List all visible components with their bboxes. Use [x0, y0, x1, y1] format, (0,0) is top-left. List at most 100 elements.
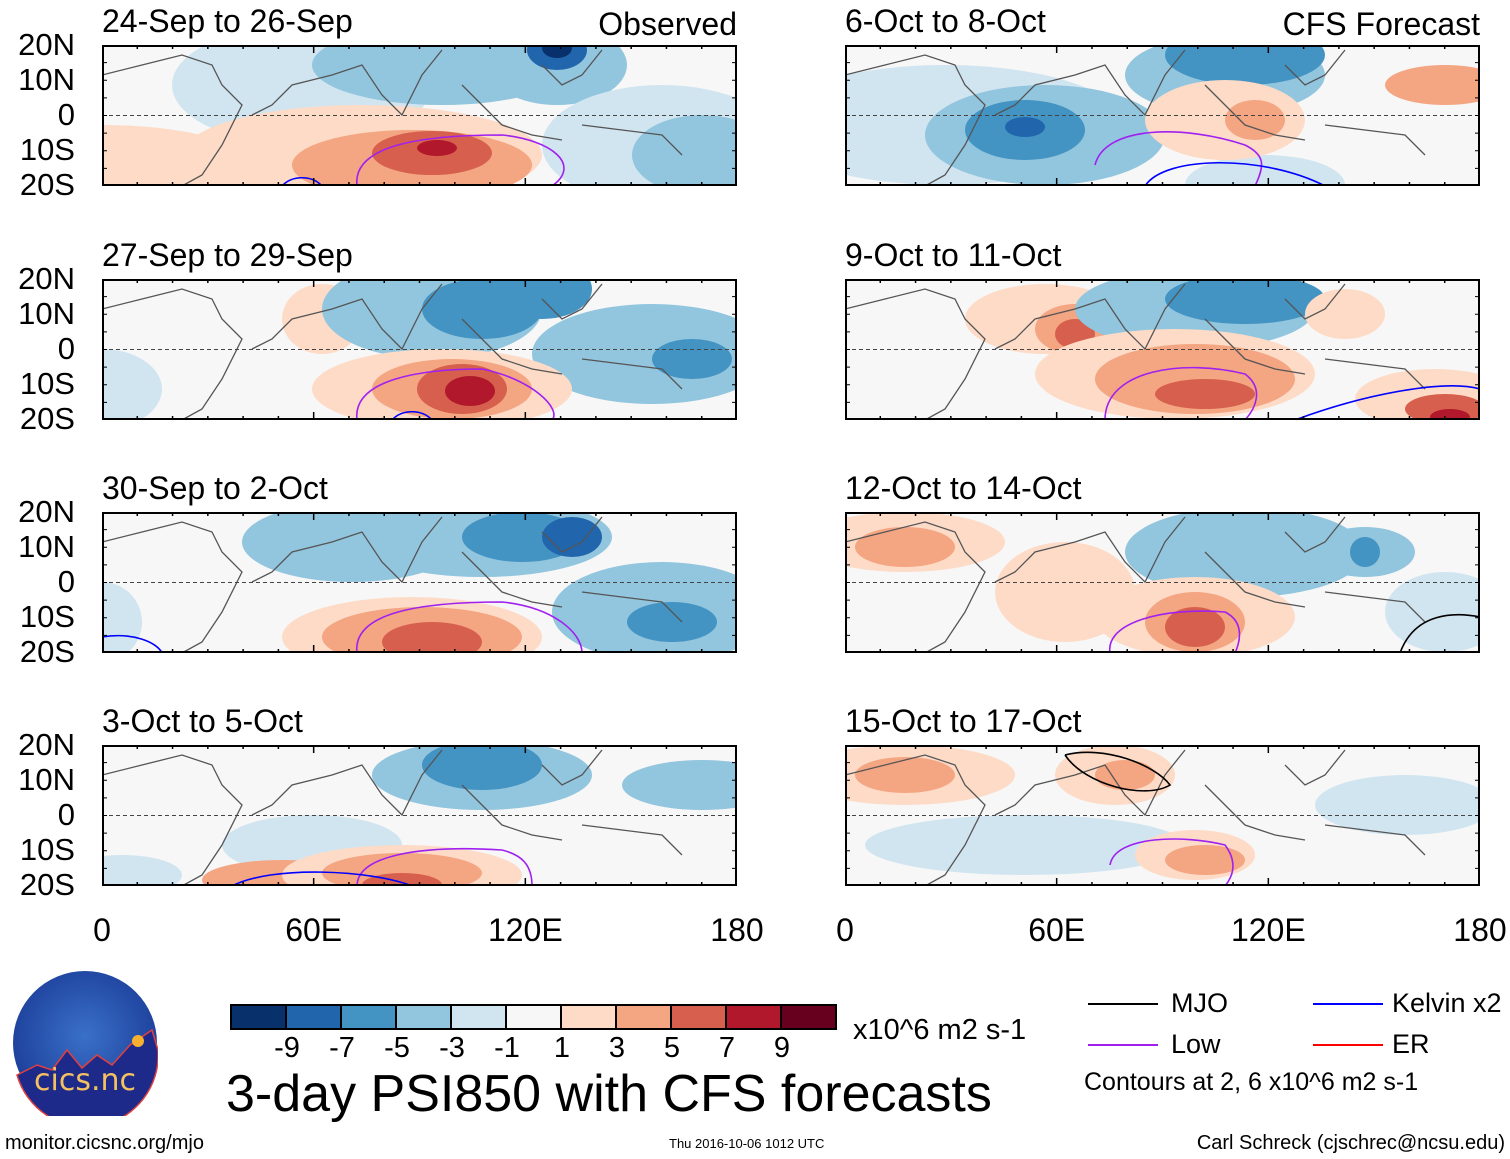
anomaly-region: [362, 873, 442, 886]
panel-source-label: Observed: [598, 6, 737, 42]
colorbar-swatch: [342, 1006, 397, 1028]
coastline: [102, 516, 683, 653]
longitude-label: 180: [710, 912, 764, 948]
longitude-label: 0: [836, 912, 854, 948]
colorbar-tick-label: -3: [439, 1032, 465, 1064]
latitude-label: 10N: [18, 762, 75, 797]
anomaly-region: [1350, 537, 1380, 567]
footer-credit: Carl Schreck (cjschrec@ncsu.edu): [1196, 1132, 1505, 1154]
wave-contour: [1144, 162, 1326, 186]
wave-contour: [231, 871, 413, 886]
colorbar-tick-label: 7: [718, 1032, 736, 1064]
latitude-label: 0: [57, 97, 75, 132]
colorbar-tick-label: 9: [773, 1032, 791, 1064]
anomaly-region: [1305, 289, 1385, 339]
svg-text:cics.nc: cics.nc: [34, 1063, 136, 1098]
panel-title: 9-Oct to 11-Oct: [845, 237, 1062, 273]
latitude-label: 0: [57, 564, 75, 599]
panel-title: 15-Oct to 17-Oct: [845, 703, 1082, 739]
wave-contour: [391, 410, 433, 420]
cics-logo: cics.nc: [13, 971, 158, 1116]
anomaly-region: [1125, 512, 1365, 597]
latitude-label: 10S: [19, 132, 75, 167]
anomaly-region: [632, 115, 737, 186]
anomaly-region: [1315, 775, 1480, 835]
anomaly-region: [102, 855, 182, 886]
panel-source-label: CFS Forecast: [1282, 6, 1480, 42]
anomaly-region: [622, 760, 737, 810]
latitude-label: 10S: [19, 599, 75, 634]
anomaly-map-panel: [845, 745, 1480, 886]
anomaly-region: [532, 304, 737, 404]
anomaly-map-panel: [102, 279, 737, 420]
colorbar-units: x10^6 m2 s-1: [853, 1014, 1027, 1046]
anomaly-region: [652, 339, 732, 379]
figure-title: 3-day PSI850 with CFS forecasts: [226, 1065, 992, 1123]
coastline: [102, 749, 683, 886]
anomaly-region: [627, 602, 717, 642]
wave-contour: [1104, 366, 1258, 420]
colorbar-tick-label: 5: [663, 1032, 681, 1064]
colorbar-swatch: [562, 1006, 617, 1028]
wave-contour: [1294, 385, 1480, 420]
anomaly-region: [855, 527, 955, 567]
legend-er-line: [1313, 1044, 1383, 1046]
colorbar-swatch: [287, 1006, 342, 1028]
anomaly-region: [1430, 409, 1470, 420]
colorbar-tick-label: 3: [608, 1032, 626, 1064]
latitude-label: 10S: [19, 832, 75, 867]
legend-mjo: MJO: [1171, 988, 1228, 1018]
anomaly-map-panel: [845, 512, 1480, 653]
wave-contour: [1064, 751, 1172, 792]
legend-kelvin-line: [1313, 1003, 1383, 1005]
coastline: [102, 49, 683, 186]
anomaly-map-panel: [845, 279, 1480, 420]
latitude-label: 10N: [18, 296, 75, 331]
anomaly-map-panel: [102, 745, 737, 886]
anomaly-region: [102, 349, 162, 420]
coastline: [845, 283, 1426, 420]
latitude-label: 10S: [19, 366, 75, 401]
wave-contour: [356, 134, 565, 186]
colorbar-swatch: [727, 1006, 782, 1028]
longitude-label: 60E: [1028, 912, 1086, 948]
panel-title: 30-Sep to 2-Oct: [102, 470, 328, 506]
latitude-label: 20N: [18, 494, 75, 529]
colorbar-tick-label: -1: [494, 1032, 520, 1064]
latitude-label: 20N: [18, 27, 75, 62]
coastline: [102, 283, 683, 420]
anomaly-region: [1005, 117, 1045, 137]
panel-title: 6-Oct to 8-Oct: [845, 3, 1046, 39]
latitude-label: 20S: [19, 167, 75, 202]
footer-url[interactable]: monitor.cicsnc.org/mjo: [5, 1132, 204, 1154]
anomaly-region: [1385, 572, 1480, 652]
colorbar-tick-label: -7: [329, 1032, 355, 1064]
colorbar: [230, 1004, 837, 1030]
legend-low-line: [1088, 1044, 1158, 1046]
anomaly-region: [445, 376, 495, 406]
legend-low: Low: [1171, 1029, 1221, 1059]
colorbar-swatch: [617, 1006, 672, 1028]
anomaly-region: [487, 45, 627, 105]
panel-title: 12-Oct to 14-Oct: [845, 470, 1082, 506]
wave-contour: [356, 601, 583, 653]
coastline: [845, 49, 1426, 186]
anomaly-map-panel: [102, 45, 737, 186]
latitude-label: 20S: [19, 634, 75, 669]
wave-contour: [1109, 610, 1241, 653]
colorbar-swatch: [397, 1006, 452, 1028]
anomaly-region: [865, 815, 1185, 875]
latitude-label: 10N: [18, 529, 75, 564]
latitude-label: 20N: [18, 261, 75, 296]
anomaly-region: [1155, 379, 1255, 409]
longitude-label: 180: [1453, 912, 1507, 948]
wave-contour: [1109, 838, 1234, 886]
anomaly-region: [322, 853, 482, 886]
footer-timestamp: Thu 2016-10-06 1012 UTC: [669, 1136, 825, 1151]
colorbar-swatch: [782, 1006, 835, 1028]
anomaly-map-panel: [845, 45, 1480, 186]
latitude-label: 10N: [18, 62, 75, 97]
anomaly-region: [1095, 760, 1155, 790]
anomaly-region: [492, 279, 592, 319]
